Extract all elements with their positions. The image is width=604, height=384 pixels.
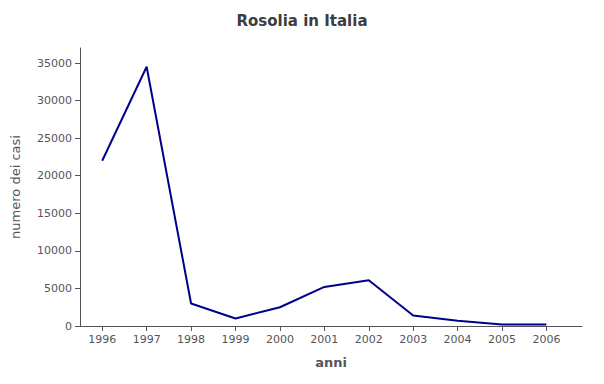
svg-text:30000: 30000 [37, 94, 72, 107]
svg-text:2005: 2005 [488, 333, 516, 346]
svg-text:2003: 2003 [399, 333, 427, 346]
svg-text:0: 0 [65, 320, 72, 333]
svg-text:1998: 1998 [177, 333, 205, 346]
svg-text:25000: 25000 [37, 132, 72, 145]
svg-text:anni: anni [315, 355, 347, 370]
svg-text:2006: 2006 [532, 333, 560, 346]
svg-text:2002: 2002 [355, 333, 383, 346]
svg-text:1999: 1999 [221, 333, 249, 346]
svg-text:Rosolia in Italia: Rosolia in Italia [236, 12, 367, 30]
svg-text:1997: 1997 [133, 333, 161, 346]
svg-text:10000: 10000 [37, 244, 72, 257]
svg-text:15000: 15000 [37, 207, 72, 220]
svg-text:2000: 2000 [266, 333, 294, 346]
svg-text:5000: 5000 [44, 282, 72, 295]
svg-text:35000: 35000 [37, 57, 72, 70]
svg-text:1996: 1996 [88, 333, 116, 346]
svg-text:numero dei casi: numero dei casi [8, 135, 23, 239]
svg-text:2004: 2004 [444, 333, 472, 346]
svg-text:20000: 20000 [37, 169, 72, 182]
svg-text:2001: 2001 [310, 333, 338, 346]
